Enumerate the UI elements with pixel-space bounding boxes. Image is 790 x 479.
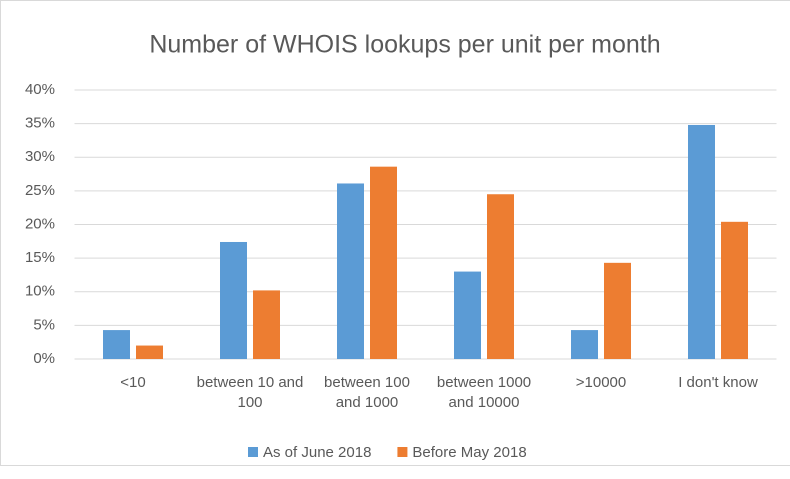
bar xyxy=(487,194,514,359)
x-tick-label: between 100 and 1000 xyxy=(324,374,410,411)
y-tick-label: 15% xyxy=(25,249,55,266)
y-tick-label: 0% xyxy=(33,350,55,367)
bar xyxy=(370,166,397,359)
bar xyxy=(103,330,130,359)
bar xyxy=(721,221,748,359)
y-tick-label: 10% xyxy=(25,283,55,300)
x-tick-label: between 10 and 100 xyxy=(196,374,304,411)
bar xyxy=(604,262,631,359)
bar xyxy=(571,330,598,359)
x-tick-label: I don't know xyxy=(678,374,758,391)
y-tick-label: 35% xyxy=(25,115,55,132)
bar xyxy=(337,183,364,359)
y-tick-label: 25% xyxy=(25,182,55,199)
legend-swatch xyxy=(248,447,258,457)
y-tick-label: 20% xyxy=(25,215,55,232)
y-tick-label: 30% xyxy=(25,148,55,165)
y-tick-label: 5% xyxy=(33,316,55,333)
x-tick-label: >10000 xyxy=(575,374,627,391)
legend-label: As of June 2018 xyxy=(263,444,371,461)
legend-swatch xyxy=(397,447,408,457)
bar xyxy=(253,290,280,359)
bar xyxy=(136,345,163,359)
x-tick-label: between 1000 and 10000 xyxy=(436,374,532,411)
chart-border xyxy=(0,0,790,466)
bar xyxy=(220,241,247,359)
bar xyxy=(454,271,481,359)
y-tick-label: 40% xyxy=(25,81,55,98)
bar xyxy=(688,124,715,359)
legend-label: Before May 2018 xyxy=(412,444,526,461)
chart-title: Number of WHOIS lookups per unit per mon… xyxy=(149,31,660,59)
x-tick-label: <10 xyxy=(120,374,146,391)
